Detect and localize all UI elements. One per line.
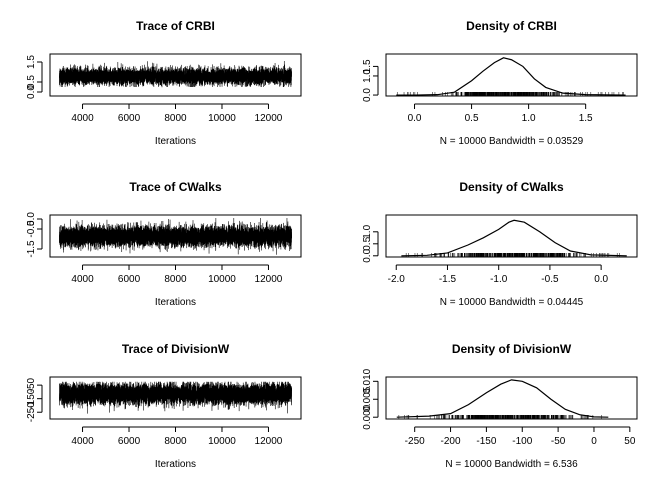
x-axis-label: N = 10000 Bandwidth = 0.03529 [440,136,584,147]
trace-line [59,217,292,255]
chart-title: Trace of CWalks [129,180,222,194]
chart-title: Trace of CRBI [136,19,215,33]
x-tick-label: 6000 [118,274,141,285]
x-tick-label: 12000 [255,113,283,124]
x-tick-label: 12000 [255,436,283,447]
plot-frame [49,214,302,258]
density-curve [396,57,626,96]
x-tick-label: 1.5 [579,113,593,124]
plot-frame [49,53,302,97]
x-tick-label: 10000 [208,436,236,447]
y-tick-label: 0.0 [26,85,37,99]
y-tick-label: 0.0 [362,248,373,262]
x-tick-label: -200 [441,436,461,447]
x-tick-label: -1.5 [439,274,457,285]
y-tick-label: 0.0 [362,88,373,102]
x-tick-label: 1.0 [522,113,536,124]
chart-title: Density of DivisionW [452,342,572,356]
trace-line [59,60,292,88]
y-tick-label: 1.5 [362,59,373,73]
plot-frame [49,376,302,420]
y-tick-label: 0.5 [26,75,37,89]
y-tick-label: 0.005 [362,386,373,411]
x-tick-label: 6000 [118,436,141,447]
x-axis-label: Iterations [155,459,196,470]
trace-line [59,381,292,414]
y-tick-label: -0.5 [26,220,37,238]
plot-frame [385,53,638,97]
density-curve [396,379,609,418]
x-tick-label: 0.5 [465,113,479,124]
x-axis-label: N = 10000 Bandwidth = 6.536 [445,459,578,470]
y-tick-label: -50 [26,377,37,392]
x-axis-label: Iterations [155,297,196,308]
x-tick-label: 8000 [164,436,187,447]
rug-marks [398,415,602,419]
chart-title: Trace of DivisionW [122,342,230,356]
x-tick-label: -1.0 [490,274,508,285]
x-tick-label: -250 [405,436,425,447]
x-tick-label: 8000 [164,274,187,285]
y-tick-label: 0.5 [362,236,373,250]
y-tick-label: 1.0 [362,224,373,238]
panel-trace-divisionw: Trace of DivisionW 4000 6000 8000 10000 12000… [26,342,302,470]
y-tick-label: 1.5 [26,55,37,69]
y-tick-label: -150 [26,388,37,408]
x-tick-label: 12000 [255,274,283,285]
x-tick-label: 10000 [208,113,236,124]
x-tick-label: 50 [624,436,636,447]
x-tick-label: -100 [512,436,532,447]
x-tick-label: 0.0 [594,274,608,285]
panel-trace-crbi: Trace of CRBI 4000 6000 8000 10000 12000 0.00.… [26,19,302,147]
x-tick-label: 0 [591,436,597,447]
panel-trace-cwalks: Trace of CWalks 4000 6000 8000 10000 12000 0.0… [26,180,302,308]
x-tick-label: 4000 [71,436,94,447]
x-tick-label: 4000 [71,274,94,285]
chart-title: Density of CRBI [466,19,557,33]
x-tick-label: -50 [551,436,566,447]
x-tick-label: 4000 [71,113,94,124]
plot-frame [385,214,638,258]
x-tick-label: -150 [476,436,496,447]
x-axis-label: N = 10000 Bandwidth = 0.04445 [440,297,584,308]
y-tick-label: 1.0 [362,69,373,83]
y-tick-label: 0.0 [26,212,37,226]
rug-marks [405,253,620,257]
x-tick-label: -2.0 [388,274,406,285]
y-tick-label: -1.5 [26,240,37,258]
density-curve [401,219,627,257]
rug-marks [396,92,624,96]
panel-density-divisionw: Density of DivisionW -250 -200 -150 -100 -50 0… [362,342,638,470]
x-tick-label: 0.0 [408,113,422,124]
x-tick-label: 10000 [208,274,236,285]
x-tick-label: 6000 [118,113,141,124]
chart-title: Density of CWalks [459,180,564,194]
y-tick-label: -250 [26,402,37,422]
y-tick-label: 0.000 [362,404,373,429]
x-tick-label: -0.5 [541,274,559,285]
x-axis-label: Iterations [155,136,196,147]
x-tick-label: 8000 [164,113,187,124]
panel-density-cwalks: Density of CWalks-2.0 -1.5 -1.0 -0.5 0.00.00… [362,180,638,308]
y-tick-label: 0.010 [362,368,373,393]
plot-frame [385,376,638,420]
